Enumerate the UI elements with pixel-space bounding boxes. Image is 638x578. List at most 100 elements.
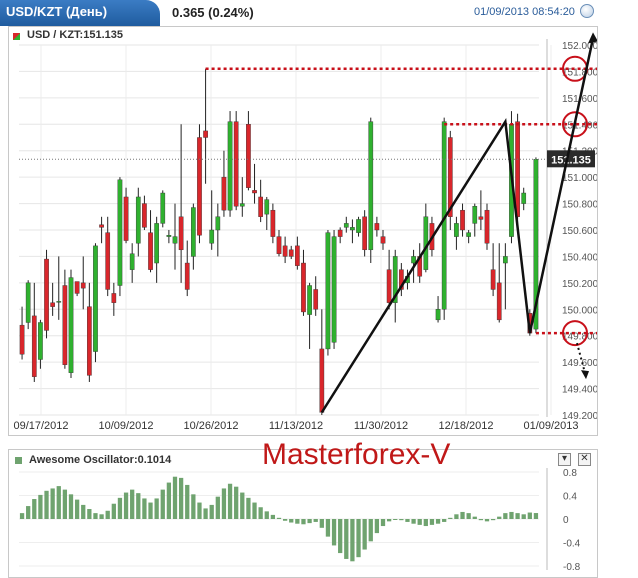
oscillator-bar xyxy=(466,513,471,519)
candle-body xyxy=(123,196,129,241)
symbol-label: USD/KZT (День) xyxy=(6,4,108,19)
oscillator-bar xyxy=(81,504,86,519)
price-chart-title: USD / KZT:151.135 xyxy=(27,29,123,41)
oscillator-bar xyxy=(74,499,80,519)
candle-body xyxy=(307,285,312,315)
trend-line xyxy=(320,38,595,414)
candle-legend-icon xyxy=(13,33,20,40)
candle-body xyxy=(276,236,282,254)
oscillator-bar xyxy=(50,488,55,519)
forecast-arrow-head xyxy=(581,370,589,380)
refresh-icon[interactable] xyxy=(580,4,594,18)
oscillator-bar xyxy=(56,486,61,519)
candle-body xyxy=(172,236,178,244)
oscillator-bar xyxy=(307,519,312,524)
oscillator-bar xyxy=(313,519,318,522)
timestamp: 01/09/2013 08:54:20 xyxy=(474,6,575,18)
oscillator-bar xyxy=(148,502,153,519)
oscillator-bar xyxy=(276,517,282,519)
oscillator-bar xyxy=(123,492,129,519)
candle-body xyxy=(460,209,465,231)
candle-body xyxy=(25,282,31,323)
forecast-arrow xyxy=(576,342,586,374)
oscillator-bar xyxy=(319,519,324,528)
oscillator-bar xyxy=(111,503,116,519)
oscillator-bar xyxy=(142,498,147,519)
oscillator-bar xyxy=(509,511,514,519)
oscillator-bar xyxy=(227,483,233,519)
candle-body xyxy=(117,179,123,286)
candle-body xyxy=(80,282,86,289)
x-tick-label: 12/18/2012 xyxy=(438,420,493,432)
oscillator-bar xyxy=(99,514,104,519)
candle-body xyxy=(368,121,374,251)
candle-body xyxy=(209,229,215,244)
candle-body xyxy=(215,216,221,231)
candle-body xyxy=(313,289,319,310)
candle-body xyxy=(135,196,141,244)
candle-body xyxy=(74,281,80,294)
oscillator-bar xyxy=(417,519,422,525)
oscillator-bar xyxy=(338,519,343,554)
candle-body xyxy=(325,232,331,350)
candle-body xyxy=(380,236,386,244)
oscillator-bar xyxy=(527,512,532,519)
y-tick-label: -0.4 xyxy=(563,539,581,550)
candle-body xyxy=(490,269,496,290)
x-tick-label: 10/26/2012 xyxy=(183,420,238,432)
oscillator-bar xyxy=(503,513,508,519)
candle-body xyxy=(282,245,288,257)
oscillator-bar xyxy=(203,508,208,519)
oscillator-bar xyxy=(350,519,355,562)
candle-body xyxy=(356,219,361,233)
oscillator-bar xyxy=(117,497,123,519)
oscillator-bar xyxy=(62,489,68,519)
level-circle-marker xyxy=(562,111,588,138)
oscillator-bar xyxy=(393,519,398,520)
y-tick-label: 152.000 xyxy=(562,41,597,52)
candle-body xyxy=(129,253,135,270)
oscillator-bar xyxy=(460,511,465,519)
candle-body xyxy=(343,223,349,228)
candle-body xyxy=(288,249,294,257)
candle-body xyxy=(496,282,502,321)
oscillator-bar xyxy=(93,513,98,519)
candle-body xyxy=(392,256,398,303)
oscillator-bar xyxy=(166,482,172,519)
oscillator-bar xyxy=(136,493,141,519)
y-tick-label: 150.800 xyxy=(562,200,597,211)
y-tick-label: 150.400 xyxy=(562,252,597,263)
candle-body xyxy=(447,137,453,217)
oscillator-bar xyxy=(240,492,245,519)
y-tick-label: -0.8 xyxy=(563,562,581,573)
trend-arrow-head xyxy=(588,32,597,44)
candle-body xyxy=(350,227,355,231)
candle-body xyxy=(233,121,239,207)
oscillator-bar xyxy=(435,519,441,524)
candle-body xyxy=(87,306,92,376)
oscillator-bar xyxy=(423,519,428,527)
oscillator-bar xyxy=(533,513,539,519)
oscillator-bar xyxy=(448,517,453,519)
oscillator-bar xyxy=(209,504,214,519)
oscillator-bar xyxy=(264,511,269,519)
panel-close-icon[interactable]: ✕ xyxy=(578,453,591,466)
candle-body xyxy=(191,207,196,257)
y-tick-label: 149.600 xyxy=(562,358,597,369)
oscillator-bar xyxy=(258,507,263,519)
candle-body xyxy=(50,302,55,307)
candle-body xyxy=(38,322,43,360)
candle-body xyxy=(295,245,300,266)
oscillator-bar xyxy=(87,509,92,519)
oscillator-bar xyxy=(191,494,196,519)
symbol-tab[interactable]: USD/KZT (День) xyxy=(0,0,160,26)
panel-menu-icon[interactable]: ▾ xyxy=(558,453,571,466)
oscillator-bar xyxy=(490,519,496,521)
candle-body xyxy=(246,124,251,188)
candle-body xyxy=(386,269,392,303)
candle-body xyxy=(503,256,508,264)
oscillator-bar xyxy=(344,519,349,559)
oscillator-bar xyxy=(454,514,459,519)
oscillator-bar xyxy=(282,519,288,521)
candle-body xyxy=(472,206,478,224)
